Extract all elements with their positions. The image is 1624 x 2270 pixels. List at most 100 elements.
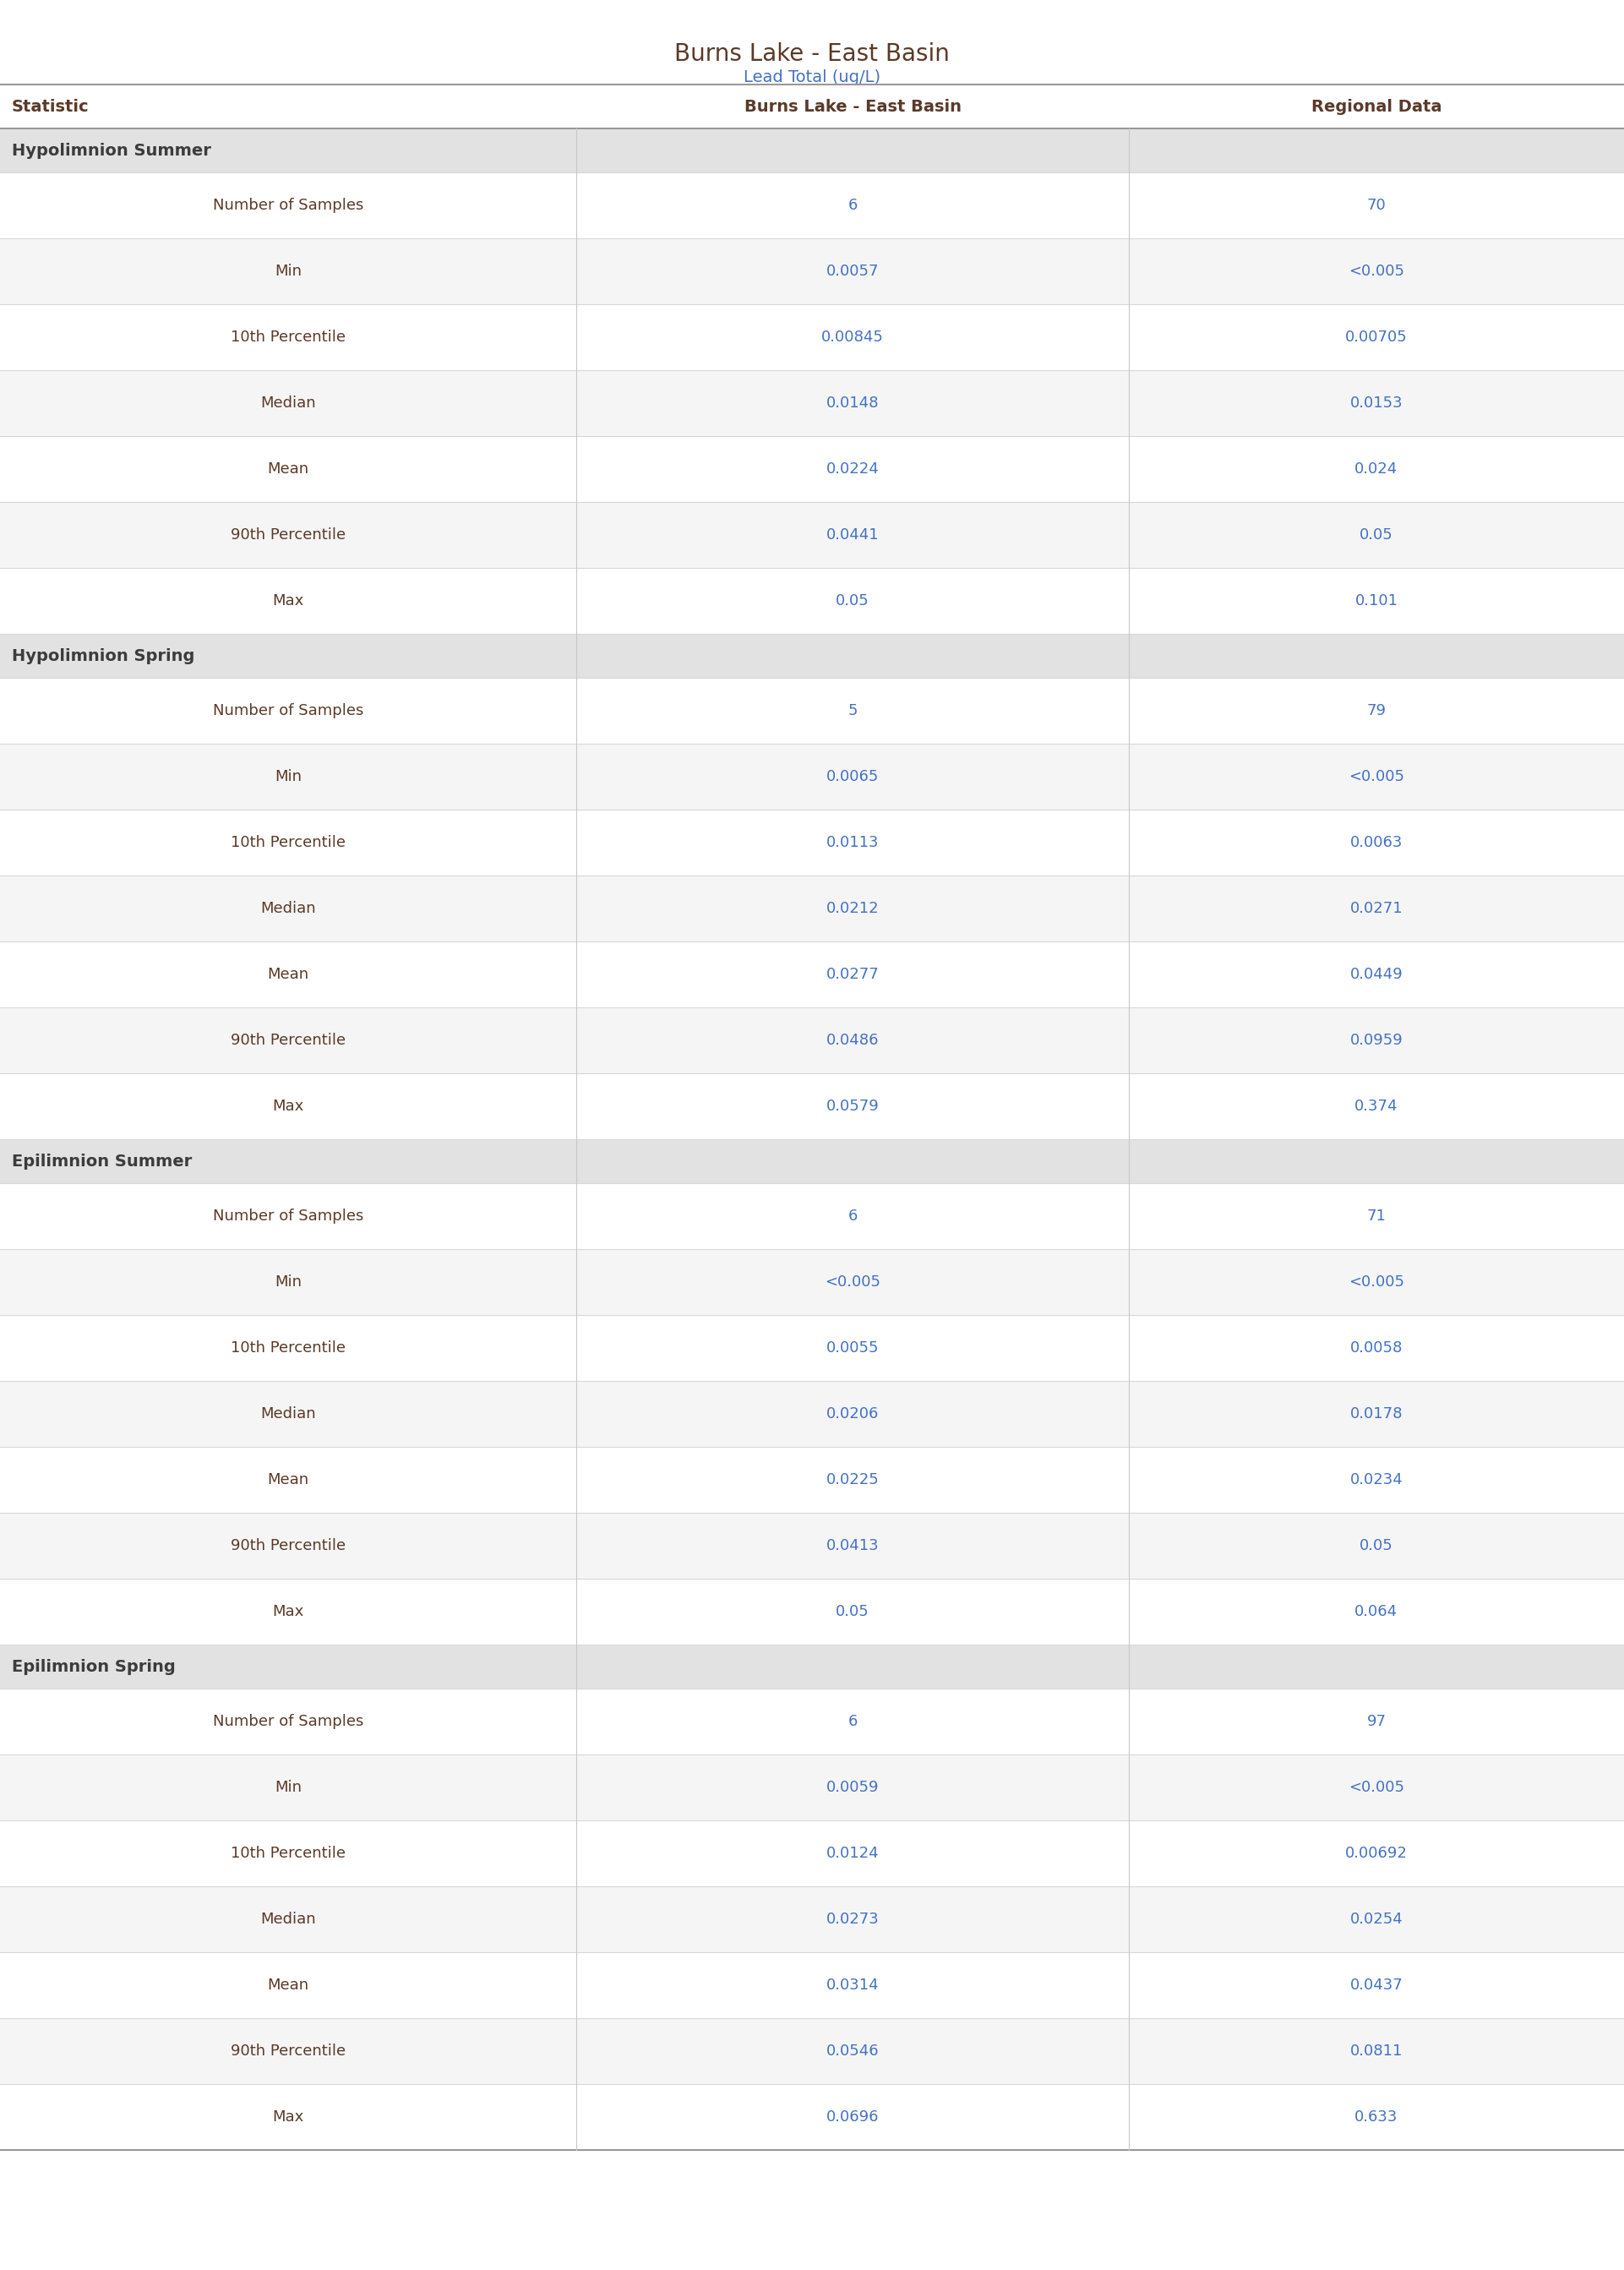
Text: Lead Total (ug/L): Lead Total (ug/L)	[744, 70, 880, 86]
Text: 97: 97	[1367, 1714, 1385, 1730]
Text: 10th Percentile: 10th Percentile	[231, 1339, 346, 1355]
Text: 0.0059: 0.0059	[827, 1780, 879, 1796]
Bar	[0, 1886, 1624, 1952]
Bar	[0, 1755, 1624, 1821]
Text: Min: Min	[274, 1780, 302, 1796]
Text: 0.00692: 0.00692	[1345, 1846, 1408, 1861]
Bar	[0, 2018, 1624, 2084]
Text: Mean: Mean	[268, 1473, 309, 1487]
Text: 0.0273: 0.0273	[827, 1911, 879, 1927]
Text: 0.0225: 0.0225	[827, 1473, 879, 1487]
Text: 90th Percentile: 90th Percentile	[231, 1539, 346, 1553]
Text: Mean: Mean	[268, 967, 309, 983]
Bar	[0, 1952, 1624, 2018]
Bar	[0, 1578, 1624, 1643]
Text: 0.0271: 0.0271	[1350, 901, 1403, 917]
Text: Burns Lake - East Basin: Burns Lake - East Basin	[744, 98, 961, 114]
Bar	[0, 304, 1624, 370]
Text: 0.0224: 0.0224	[827, 461, 879, 477]
Text: 0.0811: 0.0811	[1350, 2043, 1403, 2059]
Text: 0.05: 0.05	[836, 592, 869, 608]
Bar	[0, 2084, 1624, 2150]
Text: Min: Min	[274, 1273, 302, 1289]
Bar	[0, 1821, 1624, 1886]
Bar	[0, 1183, 1624, 1248]
Bar	[0, 942, 1624, 1008]
Bar	[0, 1643, 1624, 1689]
Text: 79: 79	[1367, 704, 1385, 717]
Bar	[0, 129, 1624, 173]
Bar	[0, 370, 1624, 436]
Text: 0.0234: 0.0234	[1350, 1473, 1403, 1487]
Bar	[0, 1689, 1624, 1755]
Text: 6: 6	[848, 197, 857, 213]
Text: Mean: Mean	[268, 1977, 309, 1993]
Text: 0.0486: 0.0486	[827, 1033, 879, 1049]
Text: Regional Data: Regional Data	[1311, 98, 1442, 114]
Text: Min: Min	[274, 263, 302, 279]
Text: 0.101: 0.101	[1354, 592, 1398, 608]
Text: Number of Samples: Number of Samples	[213, 1208, 364, 1224]
Text: 6: 6	[848, 1714, 857, 1730]
Bar	[0, 1074, 1624, 1140]
Text: 0.0058: 0.0058	[1350, 1339, 1403, 1355]
Text: 0.0254: 0.0254	[1350, 1911, 1403, 1927]
Text: Burns Lake - East Basin: Burns Lake - East Basin	[674, 43, 950, 66]
Text: Statistic: Statistic	[11, 98, 89, 114]
Bar	[0, 1446, 1624, 1512]
Text: Max: Max	[273, 2109, 304, 2125]
Bar	[0, 1008, 1624, 1074]
Bar	[0, 1512, 1624, 1578]
Text: 10th Percentile: 10th Percentile	[231, 835, 346, 851]
Text: 0.633: 0.633	[1354, 2109, 1398, 2125]
Bar	[0, 876, 1624, 942]
Text: Median: Median	[260, 901, 317, 917]
Text: 0.0178: 0.0178	[1350, 1407, 1403, 1421]
Text: 90th Percentile: 90th Percentile	[231, 527, 346, 543]
Bar	[0, 173, 1624, 238]
Bar	[0, 1249, 1624, 1314]
Text: 90th Percentile: 90th Percentile	[231, 1033, 346, 1049]
Text: 0.05: 0.05	[1359, 527, 1393, 543]
Text: 5: 5	[848, 704, 857, 717]
Text: 0.0579: 0.0579	[827, 1099, 879, 1115]
Text: Hypolimnion Spring: Hypolimnion Spring	[11, 647, 195, 663]
Text: 0.0148: 0.0148	[827, 395, 879, 411]
Text: 10th Percentile: 10th Percentile	[231, 1846, 346, 1861]
Text: Number of Samples: Number of Samples	[213, 1714, 364, 1730]
Text: 6: 6	[848, 1208, 857, 1224]
Text: 0.374: 0.374	[1354, 1099, 1398, 1115]
Bar	[0, 1314, 1624, 1380]
Bar	[0, 810, 1624, 876]
Text: <0.005: <0.005	[1348, 1780, 1405, 1796]
Text: 0.05: 0.05	[1359, 1539, 1393, 1553]
Text: 0.0212: 0.0212	[827, 901, 879, 917]
Text: 0.00705: 0.00705	[1345, 329, 1408, 345]
Bar	[0, 633, 1624, 679]
Text: Number of Samples: Number of Samples	[213, 197, 364, 213]
Text: Max: Max	[273, 1099, 304, 1115]
Text: Epilimnion Spring: Epilimnion Spring	[11, 1659, 175, 1675]
Text: 0.0113: 0.0113	[827, 835, 879, 851]
Text: Median: Median	[260, 1911, 317, 1927]
Text: 0.064: 0.064	[1354, 1605, 1398, 1619]
Text: 0.0413: 0.0413	[827, 1539, 879, 1553]
Text: 0.0206: 0.0206	[827, 1407, 879, 1421]
Text: 0.0696: 0.0696	[827, 2109, 879, 2125]
Text: 90th Percentile: 90th Percentile	[231, 2043, 346, 2059]
Text: Max: Max	[273, 592, 304, 608]
Bar	[0, 679, 1624, 745]
Text: 0.0124: 0.0124	[827, 1846, 879, 1861]
Text: Median: Median	[260, 395, 317, 411]
Text: 0.0055: 0.0055	[827, 1339, 879, 1355]
Text: 0.0153: 0.0153	[1350, 395, 1403, 411]
Text: Mean: Mean	[268, 461, 309, 477]
Bar	[0, 1140, 1624, 1183]
Bar	[0, 745, 1624, 810]
Text: Number of Samples: Number of Samples	[213, 704, 364, 717]
Text: 0.0546: 0.0546	[827, 2043, 879, 2059]
Text: 0.0441: 0.0441	[827, 527, 879, 543]
Text: 0.05: 0.05	[836, 1605, 869, 1619]
Text: 0.0437: 0.0437	[1350, 1977, 1403, 1993]
Text: Min: Min	[274, 770, 302, 783]
